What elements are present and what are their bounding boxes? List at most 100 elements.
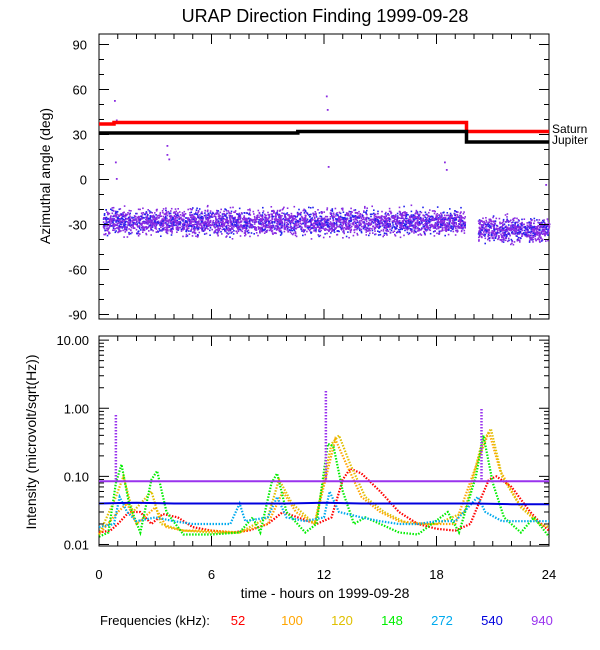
azimuth-point	[118, 215, 121, 217]
azimuth-point	[142, 207, 144, 210]
azimuth-point	[519, 241, 521, 243]
azimuth-point	[147, 214, 149, 216]
azimuth-point	[264, 216, 266, 219]
azimuth-point	[422, 218, 424, 221]
azimuth-point	[343, 232, 345, 235]
azimuth-point	[246, 227, 248, 229]
azimuth-point	[107, 211, 109, 214]
azimuth-point	[200, 224, 203, 227]
azimuth-point	[541, 233, 544, 235]
azimuth-point	[363, 221, 365, 223]
azimuth-point	[104, 229, 106, 232]
azimuth-point	[292, 226, 294, 229]
azimuth-point	[422, 217, 424, 220]
azimuth-point	[146, 217, 148, 219]
azimuth-point	[286, 224, 288, 227]
azimuth-point	[261, 224, 263, 226]
azimuth-point	[219, 215, 222, 217]
azimuth-point	[258, 227, 260, 229]
azimuth-point	[283, 223, 286, 226]
azimuth-point	[147, 221, 150, 224]
azimuth-point	[196, 222, 199, 225]
azimuth-point	[452, 217, 454, 220]
azimuth-point	[244, 227, 247, 229]
azimuth-point	[119, 218, 121, 220]
azimuth-point	[165, 229, 168, 231]
azimuth-point	[111, 217, 114, 220]
azimuth-point	[459, 222, 461, 224]
azimuth-point	[110, 208, 112, 211]
azimuth-point	[294, 232, 297, 235]
azimuth-point	[302, 229, 305, 231]
azimuth-point	[269, 223, 271, 225]
azimuth-outlier-point	[114, 100, 116, 102]
azimuth-point	[197, 210, 200, 212]
azimuth-point	[438, 221, 441, 223]
azimuth-point	[271, 214, 273, 217]
azimuth-point	[394, 223, 397, 226]
azimuth-point	[250, 232, 253, 234]
azimuth-point	[430, 215, 433, 218]
azimuth-point	[239, 221, 242, 224]
azimuth-point	[292, 215, 294, 218]
azimuth-point	[108, 231, 110, 233]
azimuth-point	[402, 215, 404, 217]
azimuth-point	[527, 234, 530, 236]
intensity-series	[97, 390, 550, 538]
azimuth-point	[358, 227, 361, 230]
azimuth-point	[270, 206, 273, 208]
azimuth-point	[382, 230, 385, 232]
azimuth-point	[513, 241, 516, 243]
azimuth-point	[334, 207, 337, 210]
azimuth-point	[358, 224, 361, 227]
azimuth-point	[197, 216, 200, 219]
azimuth-point	[437, 225, 439, 228]
azimuth-point	[236, 221, 239, 223]
azimuth-point	[108, 221, 110, 223]
azimuth-point	[351, 225, 353, 228]
azimuth-point	[162, 211, 164, 214]
azimuth-point	[399, 227, 402, 229]
azimuth-point	[266, 224, 268, 226]
azimuth-point	[168, 226, 171, 228]
azimuth-point	[409, 229, 412, 232]
azimuth-point	[369, 232, 371, 235]
azimuth-point	[112, 215, 114, 218]
azimuth-point	[353, 223, 355, 226]
azimuth-point	[376, 217, 378, 219]
azimuth-point	[191, 213, 193, 216]
azimuth-point	[157, 222, 160, 225]
azimuth-point	[124, 228, 126, 231]
azimuth-point	[239, 216, 242, 219]
azimuth-point	[449, 218, 451, 220]
azimuth-point	[159, 229, 161, 232]
azimuth-point	[183, 227, 185, 229]
legend-entry-272: 272	[431, 613, 453, 628]
azimuth-point	[395, 221, 397, 223]
azimuth-point	[140, 212, 143, 214]
azimuth-point	[437, 223, 439, 225]
azimuth-point	[485, 230, 488, 232]
azimuth-point	[148, 230, 150, 232]
azimuth-point	[523, 229, 526, 232]
saturn-direction-line	[99, 120, 549, 134]
azimuth-point	[446, 223, 449, 225]
azimuth-point	[498, 236, 500, 239]
azimuth-point	[257, 214, 259, 216]
azimuth-point	[213, 224, 216, 226]
azimuth-point	[359, 229, 361, 232]
azimuth-point	[454, 234, 457, 236]
azimuth-point	[224, 229, 226, 232]
azimuth-point	[362, 227, 365, 230]
azimuth-point	[534, 233, 536, 235]
azimuth-point	[373, 219, 375, 222]
azimuth-point	[406, 228, 409, 231]
azimuth-point	[199, 227, 202, 229]
azimuth-point	[445, 228, 448, 231]
azimuth-point	[365, 229, 368, 231]
azimuth-point	[445, 224, 447, 227]
azimuth-point	[449, 227, 451, 229]
azimuth-point	[238, 207, 241, 210]
azimuth-point	[124, 227, 126, 230]
azimuth-point	[415, 210, 418, 213]
